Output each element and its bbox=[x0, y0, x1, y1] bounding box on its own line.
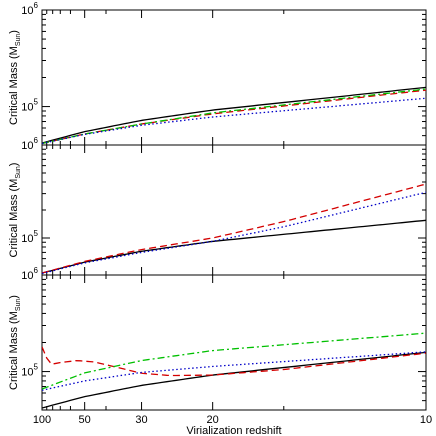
y-tick-base: 10 bbox=[21, 367, 33, 379]
x-tick-label: 10 bbox=[420, 414, 432, 426]
y-axis-label-subscript: Sun bbox=[15, 34, 22, 47]
y-tick-exponent: 5 bbox=[34, 229, 39, 238]
y-axis-label-text: Critical Mass (M bbox=[8, 46, 20, 125]
y-tick-exponent: 6 bbox=[34, 266, 39, 275]
y-axis-label: Critical Mass (MSun) bbox=[8, 295, 22, 390]
y-tick-exponent: 6 bbox=[34, 136, 39, 145]
y-tick-exponent: 5 bbox=[34, 363, 39, 372]
y-tick-label: 105 bbox=[21, 229, 38, 245]
y-tick-base: 10 bbox=[21, 140, 33, 152]
y-tick-base: 10 bbox=[21, 233, 33, 245]
x-tick-label: 20 bbox=[207, 414, 219, 426]
series-line-1 bbox=[42, 86, 426, 144]
y-tick-label: 106 bbox=[21, 1, 38, 17]
y-tick-base: 10 bbox=[21, 102, 33, 114]
y-tick-exponent: 6 bbox=[34, 1, 39, 10]
series-line-1 bbox=[42, 351, 426, 409]
series-line-2 bbox=[42, 183, 426, 274]
y-tick-label: 106 bbox=[21, 266, 38, 282]
series-line-1 bbox=[42, 219, 426, 274]
series-line-4 bbox=[42, 97, 426, 145]
x-tick-label: 100 bbox=[33, 414, 51, 426]
y-axis-label: Critical Mass (MSun) bbox=[8, 30, 22, 125]
y-axis-label-close: ) bbox=[8, 30, 20, 34]
x-tick-label: 50 bbox=[79, 414, 91, 426]
y-tick-base: 10 bbox=[21, 5, 33, 17]
series-line-2 bbox=[42, 89, 426, 145]
x-axis-label: Virialization redshift bbox=[186, 425, 281, 436]
y-axis-label-close: ) bbox=[8, 295, 20, 299]
y-tick-base: 10 bbox=[21, 270, 33, 282]
y-axis-label-subscript: Sun bbox=[15, 166, 22, 179]
y-axis-label: Critical Mass (MSun) bbox=[8, 163, 22, 258]
series-line-4 bbox=[42, 351, 426, 391]
y-axis-label-text: Critical Mass (M bbox=[8, 179, 20, 258]
y-axis-label-close: ) bbox=[8, 163, 20, 167]
series-line-3 bbox=[42, 88, 426, 145]
series-line-3 bbox=[42, 332, 426, 390]
series-line-2 bbox=[42, 346, 426, 377]
y-axis-label-subscript: Sun bbox=[15, 299, 22, 312]
y-tick-label: 106 bbox=[21, 136, 38, 152]
y-tick-label: 105 bbox=[21, 98, 38, 114]
series-line-3 bbox=[42, 191, 426, 275]
plot-frame bbox=[41, 144, 427, 276]
y-tick-label: 105 bbox=[21, 363, 38, 379]
plot-frame bbox=[41, 9, 427, 146]
x-tick-label: 30 bbox=[135, 414, 147, 426]
y-tick-exponent: 5 bbox=[34, 98, 39, 107]
plot-frame bbox=[41, 274, 427, 411]
y-axis-label-text: Critical Mass (M bbox=[8, 311, 20, 390]
